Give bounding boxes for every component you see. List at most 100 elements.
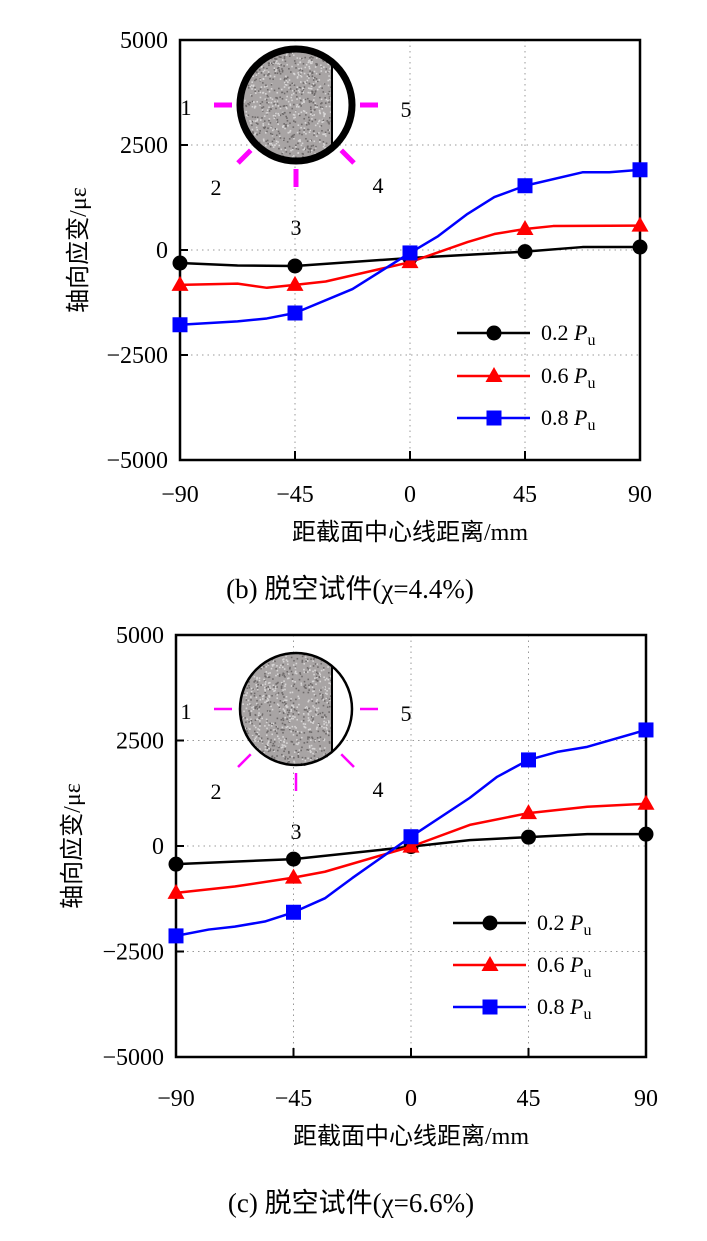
concrete-texture xyxy=(275,128,278,131)
concrete-texture xyxy=(298,67,300,70)
concrete-texture xyxy=(302,87,304,89)
concrete-texture xyxy=(271,98,274,101)
concrete-texture xyxy=(280,728,283,731)
concrete-texture xyxy=(328,682,330,684)
concrete-texture xyxy=(301,142,304,145)
concrete-texture xyxy=(265,718,268,721)
data-point-triangle xyxy=(167,883,185,899)
concrete-texture xyxy=(276,673,279,676)
concrete-texture xyxy=(319,111,321,114)
concrete-texture xyxy=(285,107,288,110)
y-tick-label: 2500 xyxy=(116,729,164,755)
concrete-texture xyxy=(283,709,286,712)
concrete-texture xyxy=(322,738,325,741)
legend-P: P xyxy=(569,910,583,935)
concrete-texture xyxy=(314,106,317,108)
concrete-texture xyxy=(281,753,283,756)
concrete-texture xyxy=(256,116,259,119)
concrete-texture xyxy=(285,151,288,153)
concrete-texture xyxy=(250,710,253,712)
concrete-texture xyxy=(283,680,285,682)
concrete-texture xyxy=(253,739,256,741)
concrete-texture xyxy=(300,67,303,70)
concrete-texture xyxy=(326,690,328,692)
concrete-texture xyxy=(282,139,285,142)
concrete-texture xyxy=(282,125,285,127)
concrete-texture xyxy=(312,109,315,112)
concrete-texture xyxy=(306,706,308,708)
concrete-texture xyxy=(327,720,330,722)
concrete-texture xyxy=(316,88,319,91)
concrete-texture xyxy=(267,123,270,125)
concrete-texture xyxy=(283,741,286,743)
concrete-texture xyxy=(305,687,307,689)
concrete-texture xyxy=(317,713,320,716)
concrete-texture xyxy=(288,728,291,731)
concrete-texture xyxy=(320,750,323,752)
concrete-texture xyxy=(285,106,288,108)
concrete-texture xyxy=(305,124,308,126)
concrete-texture xyxy=(293,756,295,759)
concrete-texture xyxy=(256,718,258,721)
concrete-texture xyxy=(284,127,286,130)
concrete-texture xyxy=(294,730,297,733)
concrete-texture xyxy=(320,689,322,691)
concrete-texture xyxy=(326,701,329,704)
concrete-texture xyxy=(259,748,261,750)
concrete-texture xyxy=(259,725,261,727)
concrete-texture xyxy=(274,144,276,147)
concrete-texture xyxy=(284,676,286,678)
concrete-texture xyxy=(312,715,314,718)
concrete-texture xyxy=(269,710,271,712)
concrete-texture xyxy=(309,61,312,63)
concrete-texture xyxy=(284,683,287,686)
legend-item: 0.6 Pu xyxy=(453,952,591,981)
concrete-texture xyxy=(315,135,318,137)
concrete-texture xyxy=(318,109,321,112)
concrete-texture xyxy=(307,151,310,153)
concrete-texture xyxy=(251,120,254,123)
concrete-texture xyxy=(279,72,282,75)
concrete-texture xyxy=(309,728,311,730)
concrete-texture xyxy=(266,67,268,70)
gauge-label: 5 xyxy=(401,97,412,122)
concrete-texture xyxy=(316,698,319,701)
concrete-texture xyxy=(306,748,309,751)
concrete-texture xyxy=(295,727,297,729)
concrete-texture xyxy=(297,89,300,92)
concrete-texture xyxy=(299,673,302,675)
concrete-texture xyxy=(288,715,291,717)
concrete-texture xyxy=(328,671,330,674)
concrete-texture xyxy=(303,100,305,103)
concrete-texture xyxy=(264,681,267,683)
concrete-texture xyxy=(288,67,290,70)
concrete-texture xyxy=(328,70,330,73)
concrete-texture xyxy=(329,97,332,99)
concrete-texture xyxy=(304,122,307,124)
concrete-texture xyxy=(269,722,271,725)
concrete-texture xyxy=(296,131,299,134)
concrete-texture xyxy=(261,741,264,743)
concrete-texture xyxy=(276,694,278,696)
data-point-square xyxy=(287,305,303,321)
series-1 xyxy=(167,794,655,899)
concrete-texture xyxy=(322,111,325,114)
concrete-texture xyxy=(303,662,306,665)
concrete-texture xyxy=(274,127,277,130)
concrete-texture xyxy=(323,753,326,756)
concrete-texture xyxy=(303,671,306,674)
concrete-texture xyxy=(328,741,331,743)
concrete-texture xyxy=(295,709,298,712)
concrete-texture xyxy=(293,60,296,62)
concrete-texture xyxy=(293,760,295,763)
concrete-texture xyxy=(247,114,250,116)
concrete-texture xyxy=(285,115,287,118)
concrete-texture xyxy=(281,729,284,731)
concrete-texture xyxy=(249,728,251,730)
concrete-texture xyxy=(307,668,310,670)
concrete-texture xyxy=(319,693,321,695)
concrete-texture xyxy=(291,65,293,68)
concrete-texture xyxy=(258,141,261,144)
concrete-texture xyxy=(294,667,297,669)
concrete-texture xyxy=(327,79,330,82)
